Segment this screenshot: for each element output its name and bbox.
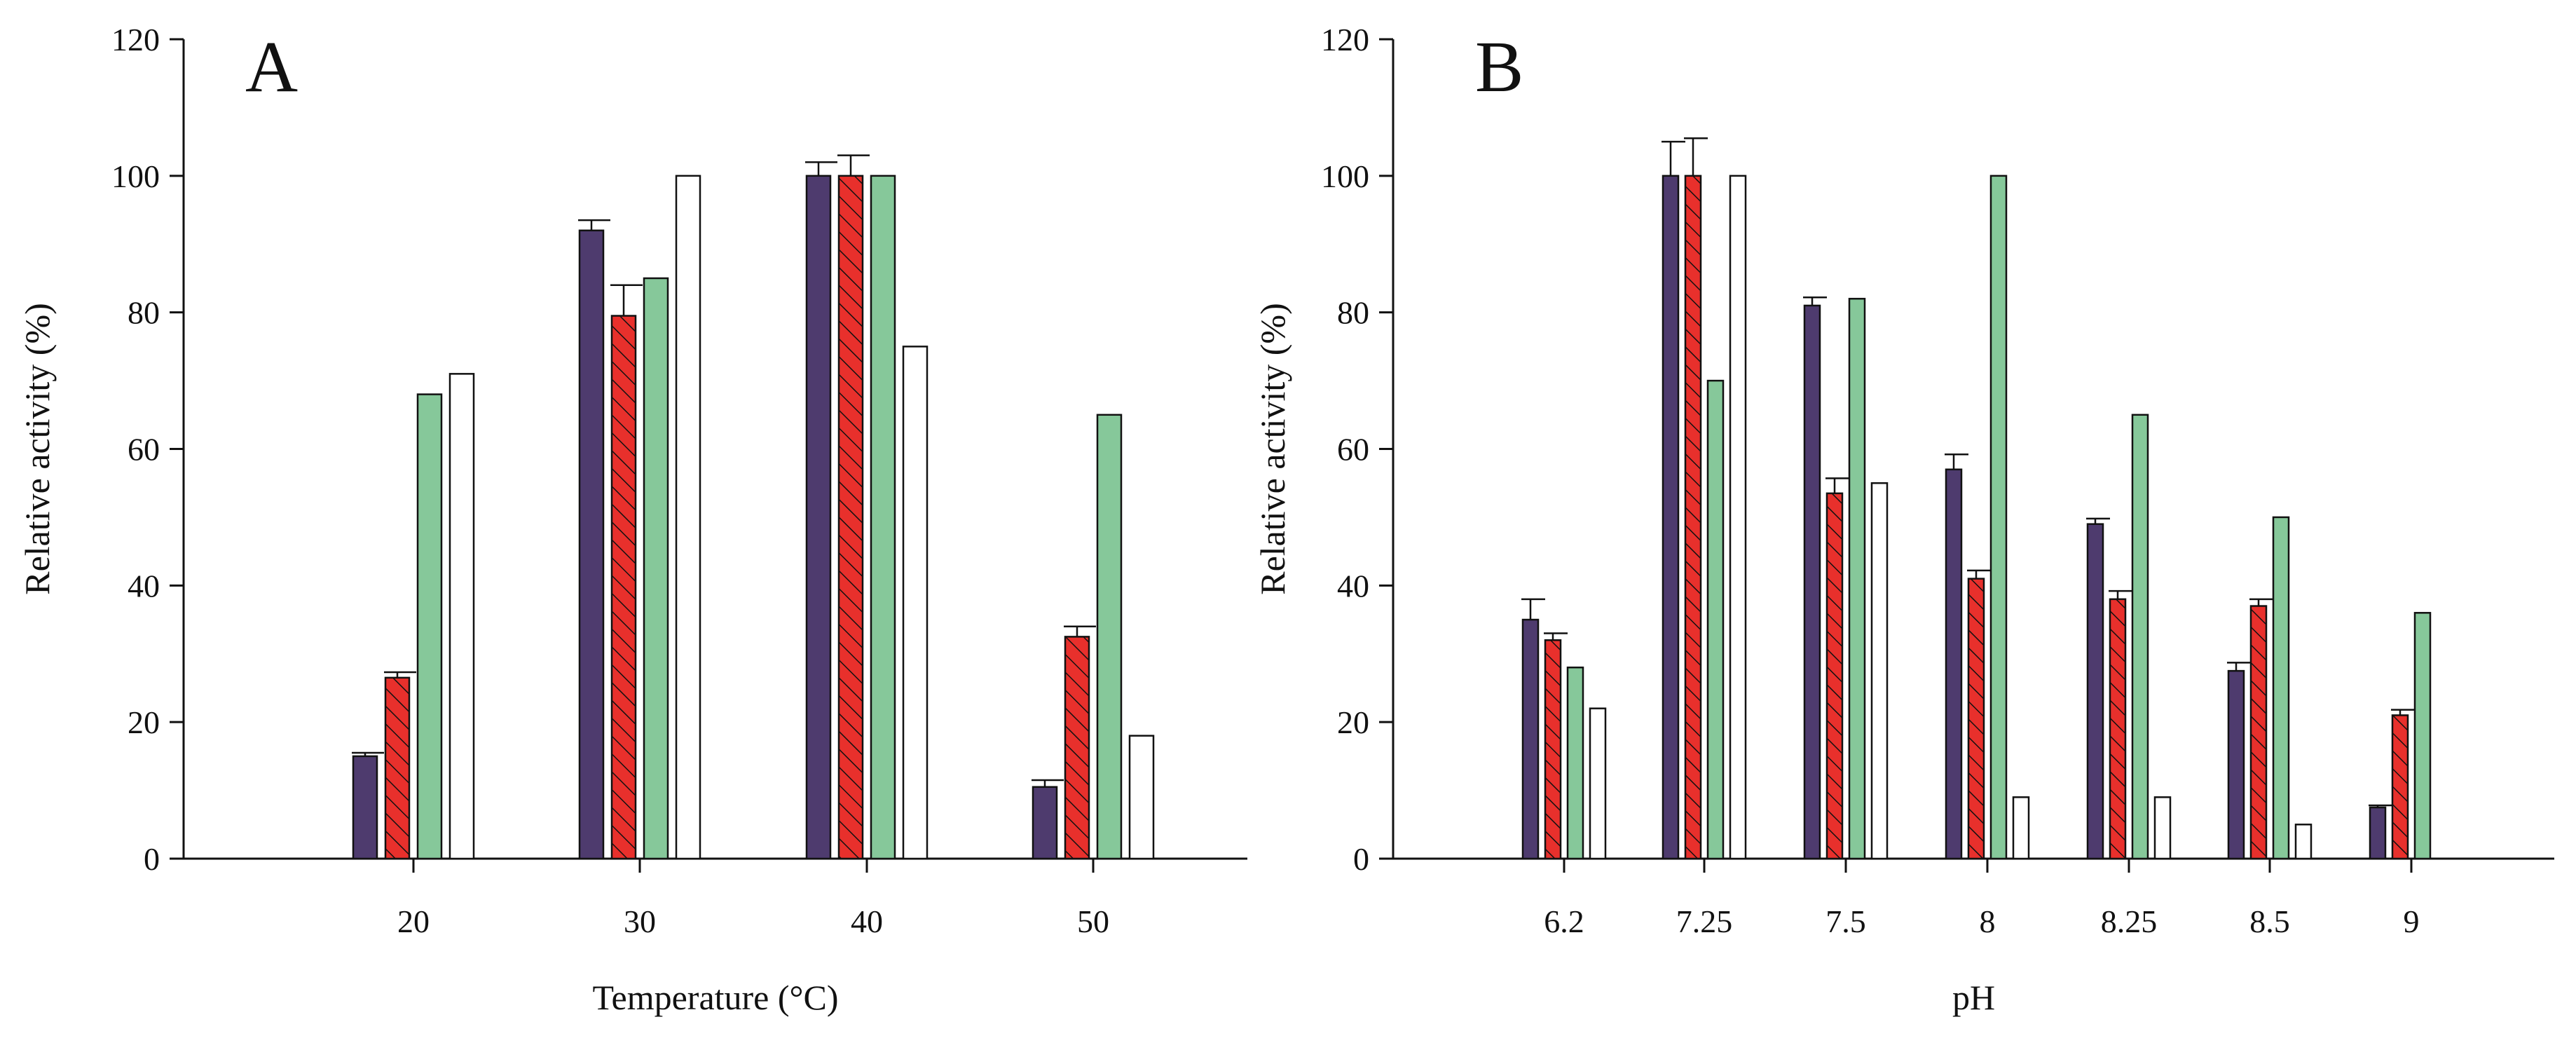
x-tick-label: 8.5 (2249, 904, 2290, 939)
bar (1848, 297, 1866, 860)
bar (902, 346, 929, 860)
bar (805, 175, 832, 860)
bar (1989, 175, 2008, 860)
bar (1870, 482, 1889, 860)
y-tick-label: 20 (1337, 704, 1369, 740)
bar (2369, 806, 2387, 860)
bar (1729, 175, 1747, 860)
bar (1566, 666, 1584, 860)
panel-label: B (1475, 27, 1523, 107)
bar (384, 676, 411, 860)
bar (1662, 175, 1680, 860)
y-axis-title: Relative activity (%) (1253, 303, 1292, 595)
bar (448, 373, 475, 860)
bar (1064, 636, 1090, 860)
y-tick-label: 60 (128, 432, 160, 468)
x-axis-title: Temperature (°C) (592, 978, 838, 1017)
bar (870, 175, 896, 860)
bar (837, 175, 864, 860)
x-tick-label: 30 (624, 904, 656, 939)
bar (2012, 796, 2030, 860)
bar (1032, 786, 1058, 860)
y-tick-label: 40 (128, 568, 160, 604)
panel-b: 0 20 40 60 80 100 120 6.2 7.25 7.5 8 8.25 8.5 9 BpH Rel… (1253, 22, 2554, 1017)
x-tick-label: 9 (2404, 904, 2420, 939)
y-tick-label: 20 (128, 704, 160, 740)
y-tick-label: 100 (111, 158, 160, 194)
y-tick-label: 0 (144, 841, 160, 877)
bar (352, 755, 378, 860)
x-tick-label: 50 (1077, 904, 1109, 939)
bar (1967, 578, 1985, 860)
bar (1128, 735, 1155, 860)
x-tick-label: 6.2 (1544, 904, 1584, 939)
bar (1096, 414, 1123, 860)
y-tick-label: 80 (128, 295, 160, 331)
bar (2131, 414, 2149, 860)
bar (1825, 492, 1844, 860)
bar (610, 315, 637, 860)
bar (1945, 468, 1963, 860)
bar (2153, 796, 2172, 860)
bar (675, 175, 701, 860)
y-tick-label: 80 (1337, 295, 1369, 331)
bar (2294, 824, 2313, 860)
x-tick-label: 20 (397, 904, 430, 939)
bar (416, 393, 443, 860)
y-tick-label: 120 (1321, 22, 1369, 57)
x-tick-label: 7.25 (1676, 904, 1733, 939)
y-tick-label: 120 (111, 22, 160, 57)
bar (1684, 175, 1702, 860)
x-tick-label: 7.5 (1825, 904, 1866, 939)
bar (2086, 523, 2104, 860)
bar (2227, 669, 2245, 860)
bar (1521, 618, 1540, 860)
y-tick-label: 100 (1321, 158, 1369, 194)
bar (2413, 612, 2432, 860)
bar (2391, 714, 2409, 860)
bar (2249, 605, 2268, 860)
y-tick-label: 0 (1353, 841, 1369, 877)
bar (578, 229, 605, 860)
bar (1706, 379, 1725, 860)
bar (1544, 639, 1562, 860)
x-tick-label: 8 (1980, 904, 1996, 939)
bar (2109, 598, 2127, 860)
y-axis-title: Relative activity (%) (18, 303, 57, 595)
bar (1589, 707, 1607, 860)
panel-label: A (245, 27, 298, 107)
bar (643, 277, 669, 860)
x-axis-title: pH (1952, 978, 1995, 1017)
y-tick-label: 60 (1337, 432, 1369, 468)
x-tick-label: 8.25 (2101, 904, 2158, 939)
bar (1803, 304, 1821, 860)
y-tick-label: 40 (1337, 568, 1369, 604)
x-tick-label: 40 (851, 904, 883, 939)
bar (2272, 516, 2290, 860)
panel-a: 0 20 40 60 80 100 120 20 30 40 50 A Temperature (°C)… (18, 22, 1247, 1017)
